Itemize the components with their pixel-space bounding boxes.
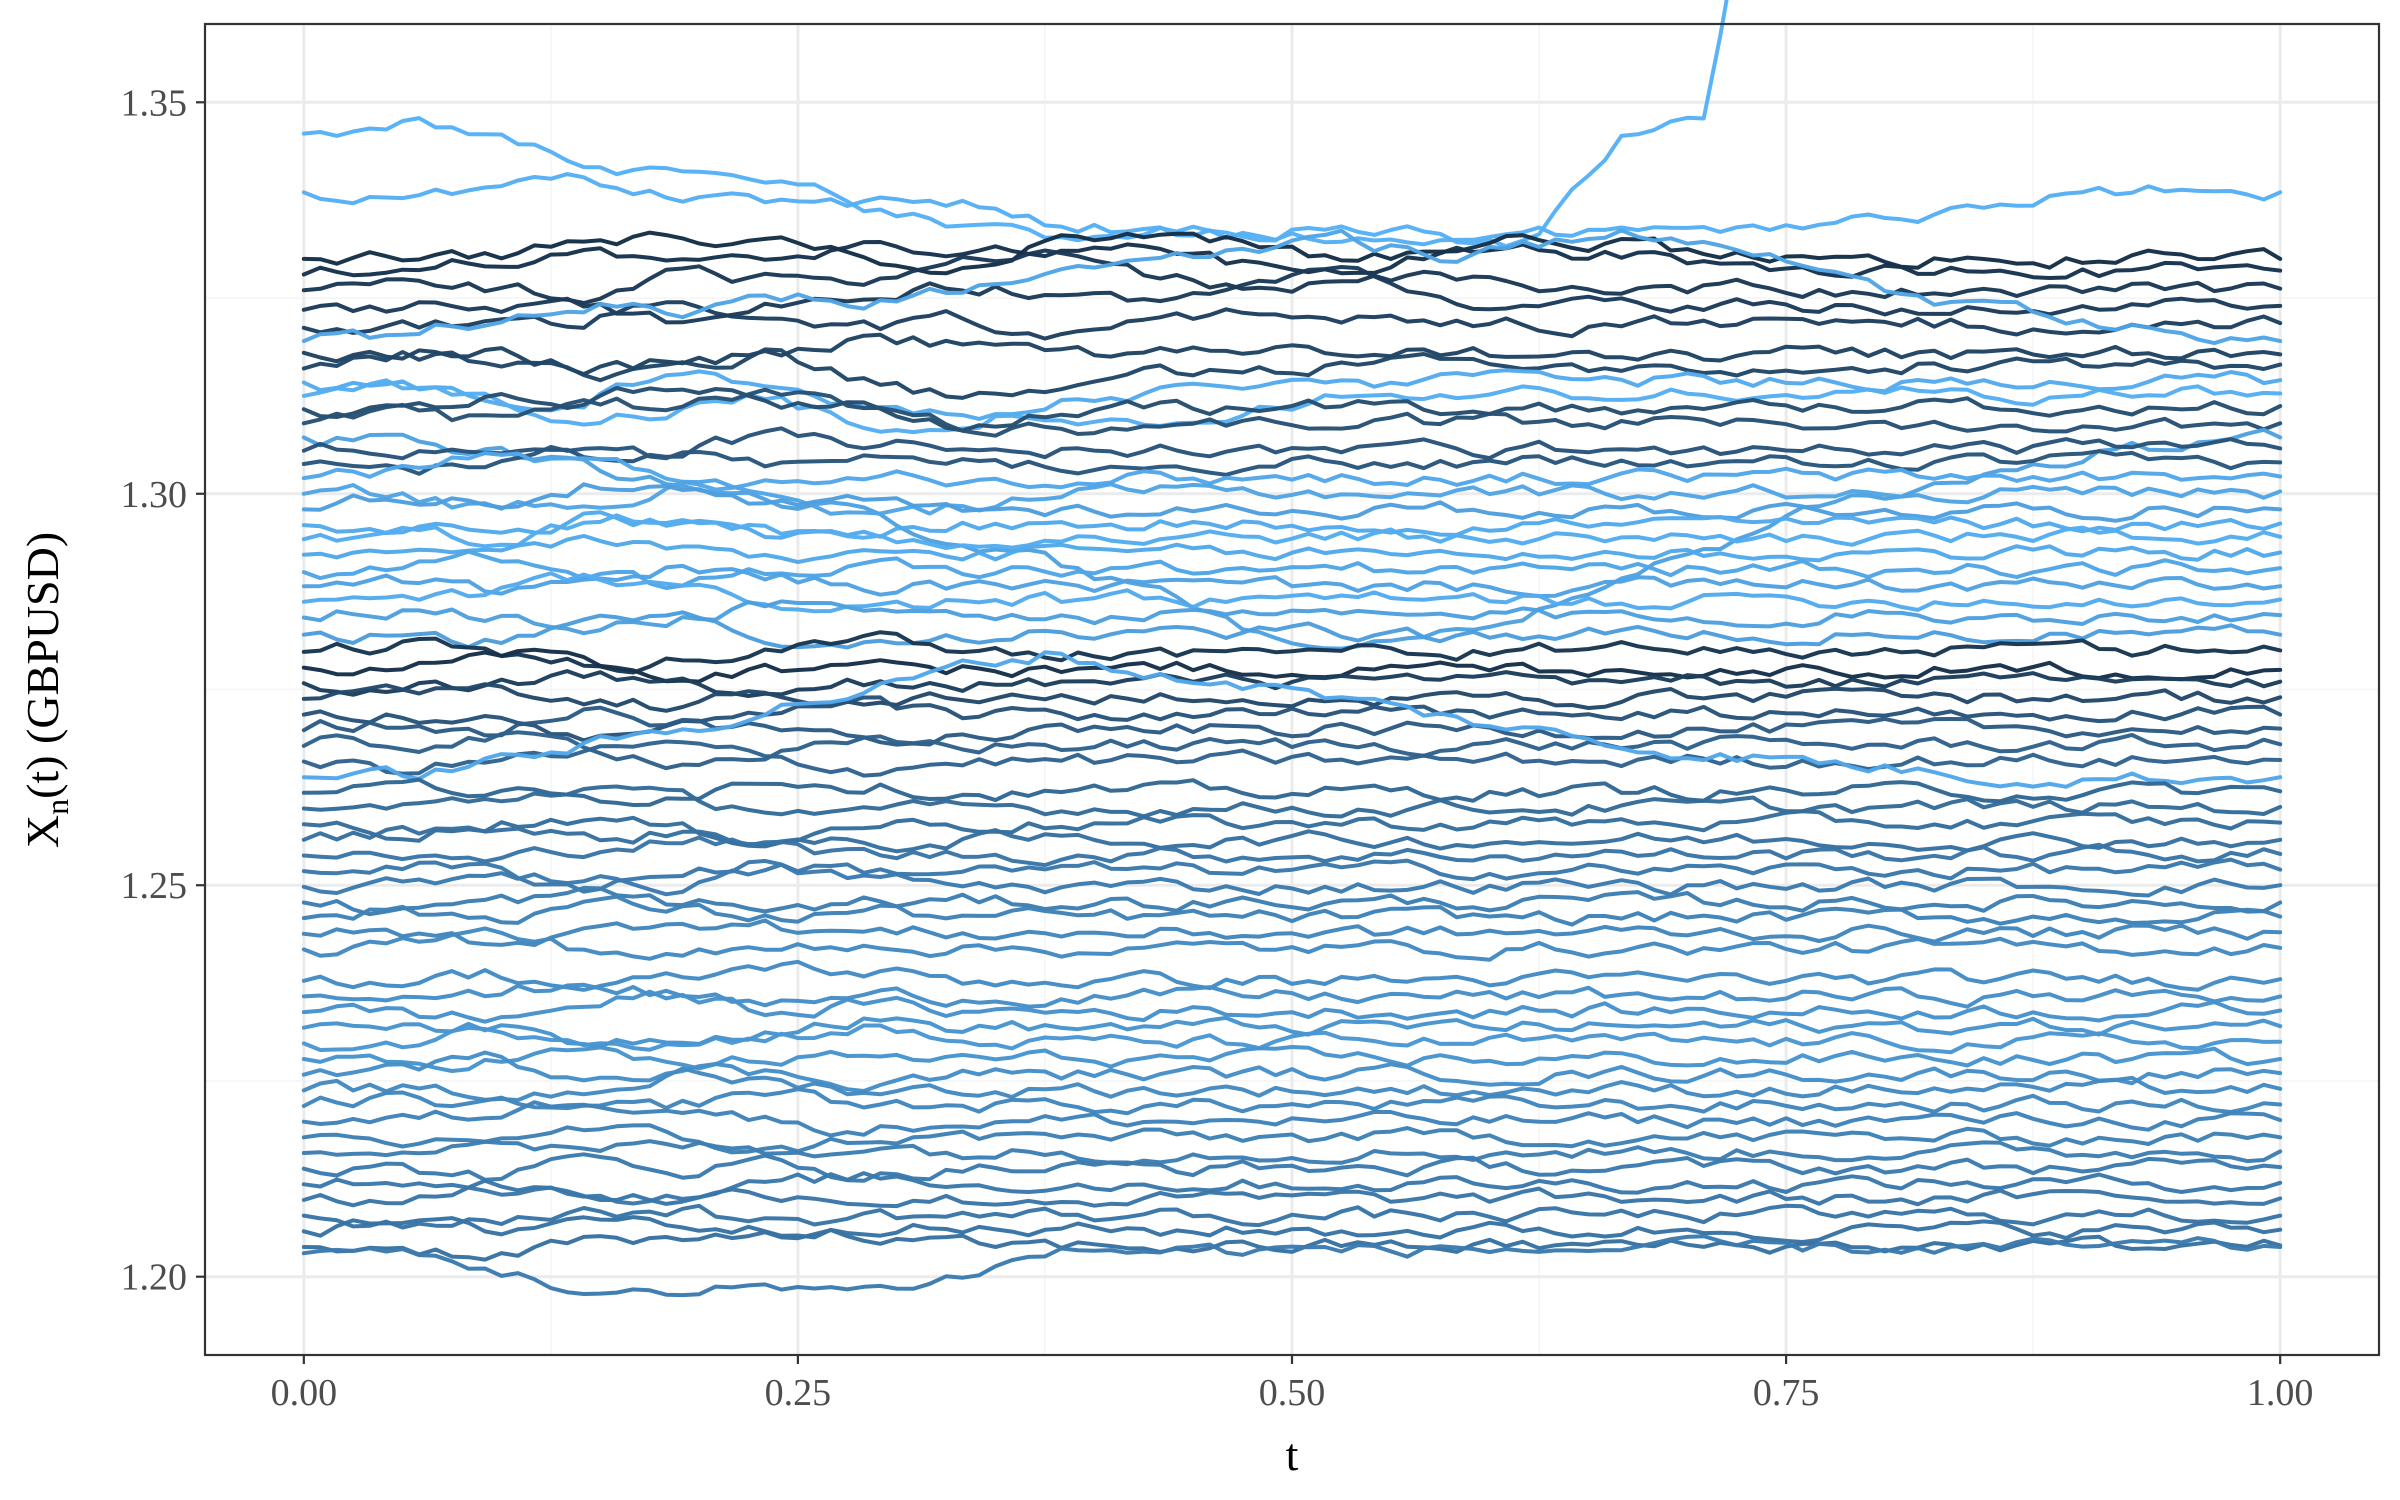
series-line-3 <box>301 240 2283 280</box>
series-line-20 <box>301 510 2283 540</box>
series-line-17 <box>301 451 2283 492</box>
series-line-18 <box>301 478 2283 516</box>
series-line-11 <box>301 378 2283 435</box>
series-line-55 <box>301 1066 2283 1103</box>
x-axis-title: t <box>1286 1429 1299 1480</box>
series-line-44 <box>301 885 2283 917</box>
series-line-52 <box>301 1023 2283 1055</box>
series-line-56 <box>301 1087 2283 1116</box>
series-line-45 <box>301 894 2283 927</box>
y-axis-title-rest: (t) (GBPUSD) <box>17 532 68 799</box>
series-line-9 <box>301 347 2283 400</box>
y-tick-label: 1.30 <box>121 474 188 516</box>
x-tick-label: 0.50 <box>1259 1372 1326 1414</box>
y-axis-title-subscript: n <box>39 799 75 815</box>
y-tick-label: 1.25 <box>121 865 188 907</box>
series-line-4 <box>301 248 2283 305</box>
series-line-2 <box>301 230 2283 276</box>
series-line-0 <box>301 0 1729 249</box>
x-tick-label: 0.00 <box>271 1372 338 1414</box>
series-line-7 <box>301 228 2283 346</box>
x-tick-label: 0.25 <box>765 1372 832 1414</box>
series-line-49 <box>301 982 2283 1009</box>
series-line-19 <box>301 482 2283 523</box>
series-line-5 <box>301 265 2283 325</box>
series-line-41 <box>301 835 2283 868</box>
series-line-57 <box>301 1100 2283 1138</box>
series-line-42 <box>301 857 2283 894</box>
series-line-24 <box>301 563 2283 599</box>
y-axis-title: Xn(t) (GBPUSD) <box>17 532 75 848</box>
series-line-28 <box>301 630 2283 675</box>
series-line-47 <box>301 926 2283 962</box>
series-line-16 <box>301 444 2283 477</box>
series-line-54 <box>301 1050 2283 1093</box>
series-line-66 <box>301 1234 2283 1298</box>
series-line-59 <box>301 1139 2283 1167</box>
series-line-12 <box>301 386 2283 433</box>
series-line-35 <box>301 739 2283 778</box>
series-layer <box>301 0 2283 1298</box>
series-line-60 <box>301 1152 2283 1183</box>
series-line-43 <box>301 862 2283 898</box>
series-line-63 <box>301 1203 2283 1230</box>
series-line-34 <box>301 730 2283 771</box>
series-line-23 <box>301 549 2283 590</box>
y-tick-label: 1.20 <box>121 1257 188 1299</box>
series-line-39 <box>301 809 2283 849</box>
series-line-46 <box>301 918 2283 947</box>
series-line-13 <box>301 387 2283 438</box>
series-line-37 <box>301 777 2283 807</box>
series-line-15 <box>301 426 2283 464</box>
series-line-64 <box>301 1215 2283 1244</box>
series-line-36 <box>301 650 2283 789</box>
y-tick-label: 1.35 <box>121 82 188 124</box>
series-line-58 <box>301 1123 2283 1155</box>
series-line-30 <box>301 669 2283 698</box>
series-line-33 <box>301 705 2283 747</box>
series-line-65 <box>301 1228 2283 1262</box>
series-line-14 <box>301 427 2283 651</box>
y-axis: 1.20 1.25 1.30 1.35 <box>121 82 205 1299</box>
y-axis-title-main: X <box>17 815 68 848</box>
x-tick-label: 1.00 <box>2247 1372 2314 1414</box>
series-line-40 <box>301 824 2283 854</box>
series-line-1 <box>301 172 2283 247</box>
series-line-51 <box>301 1015 2283 1049</box>
series-line-31 <box>301 682 2283 713</box>
series-line-27 <box>301 610 2283 650</box>
x-tick-label: 0.75 <box>1753 1372 1820 1414</box>
x-axis: 0.00 0.25 0.50 0.75 1.00 <box>271 1355 2314 1414</box>
series-line-22 <box>301 533 2283 565</box>
series-line-38 <box>301 784 2283 819</box>
series-line-62 <box>301 1178 2283 1209</box>
series-line-53 <box>301 1045 2283 1073</box>
series-line-29 <box>301 647 2283 684</box>
series-line-61 <box>301 1171 2283 1206</box>
series-line-21 <box>301 513 2283 550</box>
series-line-25 <box>301 571 2283 614</box>
series-line-10 <box>301 368 2283 421</box>
series-line-48 <box>301 959 2283 992</box>
series-line-50 <box>301 989 2283 1024</box>
